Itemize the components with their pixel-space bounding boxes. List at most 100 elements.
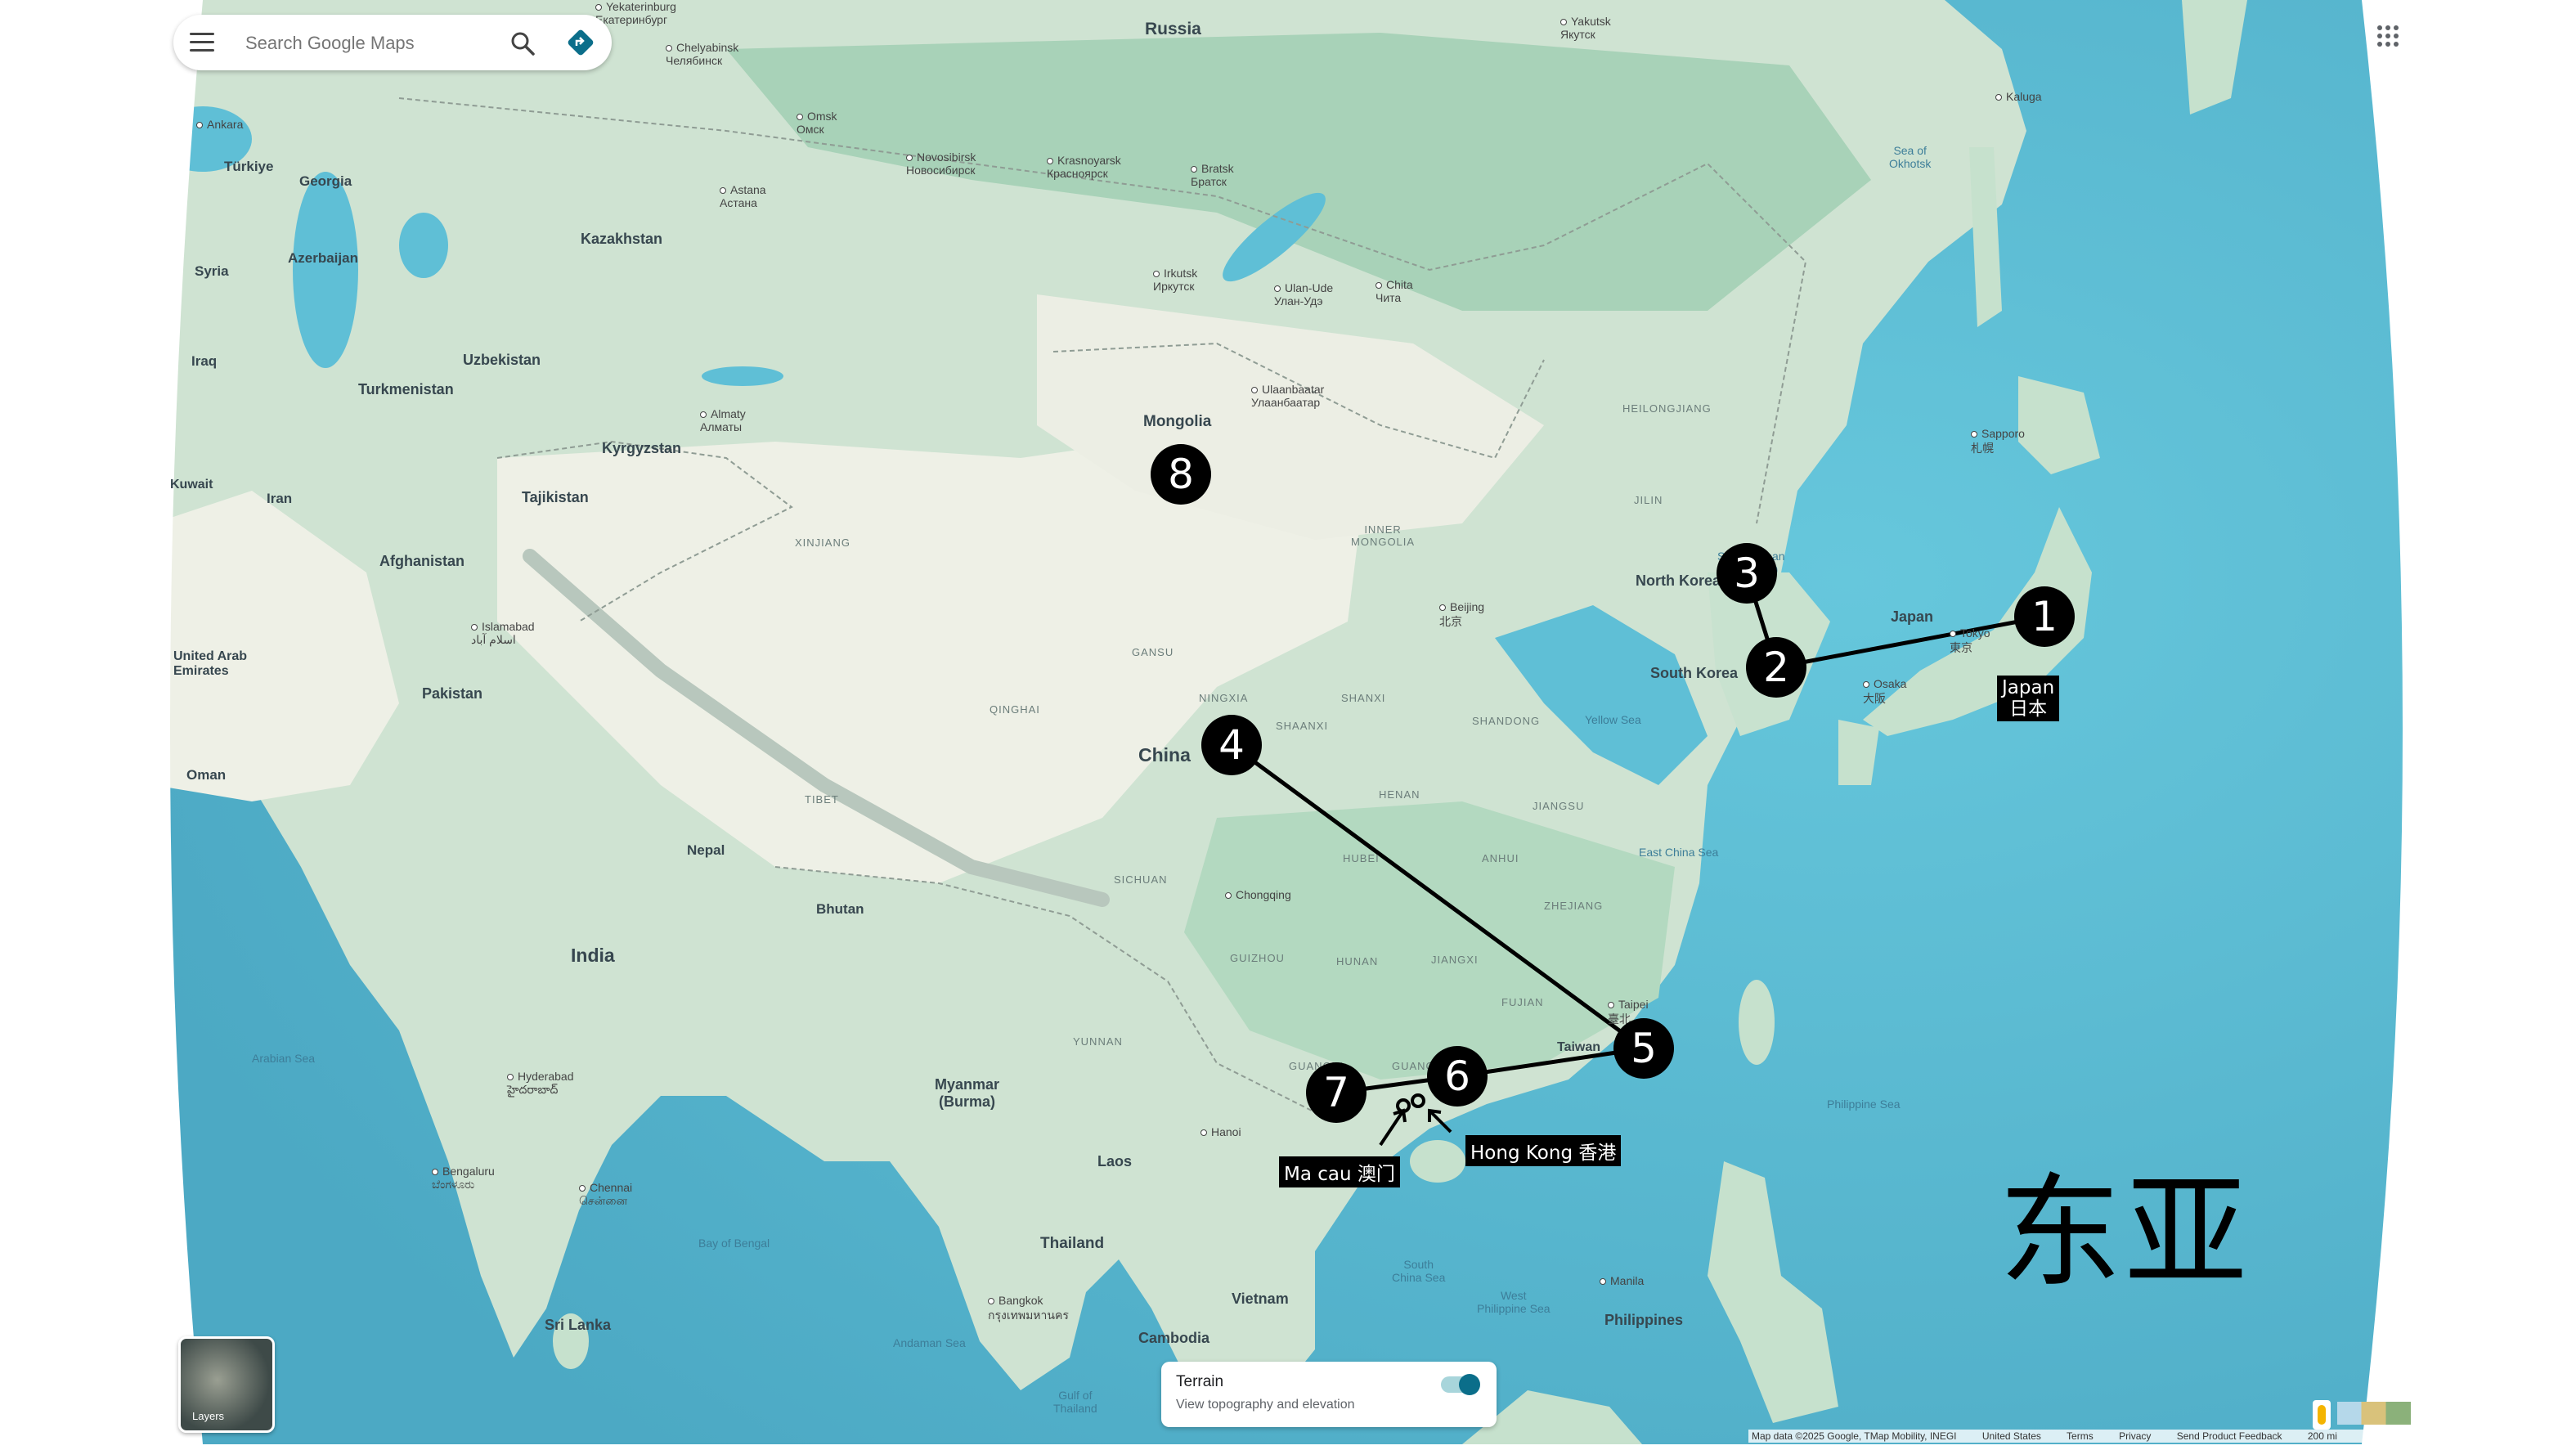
label-china: China	[1138, 744, 1191, 765]
city-hanoi: Hanoi	[1200, 1125, 1241, 1138]
apps-grid-icon[interactable]	[2376, 25, 2399, 47]
marker-2[interactable]: 2	[1746, 637, 1806, 698]
city-irkutsk: Irkutsk Иркутск	[1153, 267, 1198, 293]
label-philippines: Philippines	[1604, 1312, 1684, 1328]
label-philippine-sea: Philippine Sea	[1827, 1098, 1901, 1111]
label-east-china-sea: East China Sea	[1639, 846, 1719, 859]
footer-privacy[interactable]: Privacy	[2119, 1430, 2152, 1442]
map-type-thumbnails[interactable]	[2337, 1402, 2411, 1425]
label-south-korea: South Korea	[1650, 665, 1739, 681]
city-hyderabad: Hyderabad హైదరాబాద్	[507, 1070, 574, 1099]
directions-icon[interactable]	[566, 28, 595, 57]
layers-button[interactable]: Layers	[178, 1336, 275, 1433]
marker-6[interactable]: 6	[1427, 1046, 1488, 1107]
label-laos: Laos	[1097, 1153, 1133, 1169]
marker-7[interactable]: 7	[1306, 1062, 1367, 1123]
city-ulan-ude: Ulan-Ude Улан-Удэ	[1274, 281, 1334, 308]
globe-edge-left	[154, 0, 203, 1444]
pegman-icon[interactable]	[2313, 1400, 2331, 1430]
macau-point	[1396, 1098, 1411, 1113]
label-shandong: SHANDONG	[1472, 715, 1541, 727]
city-almaty: Almaty Алматы	[700, 407, 746, 433]
japan-kyushu	[1838, 720, 1879, 785]
city-yakutsk: Yakutsk Якутск	[1560, 15, 1611, 41]
label-sea-of-okhotsk: Sea of Okhotsk	[1889, 144, 1932, 170]
label-myanmar: Myanmar (Burma)	[935, 1076, 1000, 1110]
city-bangkok: Bangkok กรุงเทพมหานคร	[988, 1294, 1069, 1325]
city-chelyabinsk: Chelyabinsk Челябинск	[666, 41, 739, 67]
label-anhui: ANHUI	[1482, 852, 1519, 864]
footer-feedback[interactable]: Send Product Feedback	[2176, 1430, 2282, 1442]
city-sapporo: Sapporo 札幌	[1971, 427, 2025, 455]
label-vietnam: Vietnam	[1232, 1291, 1289, 1307]
label-mongolia: Mongolia	[1143, 413, 1212, 430]
map-canvas[interactable]: Russia Mongolia China Japan North Korea …	[154, 0, 2411, 1444]
hongkong-arrow	[1428, 1108, 1452, 1134]
city-kaluga: Kaluga	[1995, 90, 2042, 103]
tag-hong-kong: Hong Kong 香港	[1465, 1135, 1622, 1166]
label-jiangsu: JIANGSU	[1533, 800, 1585, 812]
label-hubei: HUBEI	[1343, 852, 1380, 864]
label-sichuan: SICHUAN	[1114, 873, 1168, 886]
city-tokyo: Tokyo 東京	[1950, 626, 1990, 654]
japan-hokkaido	[2018, 376, 2100, 474]
city-chennai: Chennai சென்னை	[579, 1181, 632, 1210]
label-azerbaijan: Azerbaijan	[288, 250, 358, 266]
marker-8[interactable]: 8	[1151, 444, 1211, 505]
label-hunan: HUNAN	[1336, 955, 1379, 967]
marker-5[interactable]: 5	[1613, 1018, 1674, 1079]
kamchatka	[2182, 0, 2247, 114]
city-manila: Manila	[1600, 1274, 1644, 1287]
label-bay-of-bengal: Bay of Bengal	[698, 1237, 770, 1250]
terrain-toggle[interactable]	[1441, 1374, 1480, 1395]
label-sri-lanka: Sri Lanka	[545, 1317, 612, 1333]
city-yekaterinburg: Yekaterinburg Екатеринбург	[595, 0, 676, 26]
city-astana: Astana Астана	[720, 183, 766, 209]
marker-3[interactable]: 3	[1717, 543, 1777, 604]
label-heilongjiang: HEILONGJIANG	[1622, 402, 1712, 415]
marker-1[interactable]: 1	[2014, 586, 2075, 647]
hainan-island	[1410, 1140, 1465, 1183]
footer-scale: 200 mi	[2307, 1430, 2337, 1442]
label-yunnan: YUNNAN	[1073, 1035, 1123, 1048]
city-krasnoyarsk: Krasnoyarsk Красноярск	[1047, 154, 1121, 180]
caspian-sea	[293, 172, 358, 368]
label-georgia: Georgia	[299, 173, 352, 189]
label-qinghai: QINGHAI	[990, 703, 1040, 716]
search-input[interactable]	[244, 26, 492, 61]
label-syria: Syria	[195, 263, 229, 279]
label-jilin: JILIN	[1634, 494, 1663, 506]
search-icon[interactable]	[509, 29, 536, 57]
tag-macau: Ma cau 澳门	[1279, 1156, 1400, 1187]
plateau-area	[497, 425, 1364, 883]
route-5-6	[1456, 1046, 1645, 1079]
city-islamabad: Islamabad اسلام آباد	[471, 620, 535, 646]
label-ningxia: NINGXIA	[1199, 692, 1249, 704]
route-1-2	[1775, 614, 2045, 670]
label-arabian-sea: Arabian Sea	[252, 1052, 316, 1065]
footer-terms[interactable]: Terms	[2067, 1430, 2094, 1442]
terrain-subtitle: View topography and elevation	[1176, 1398, 1355, 1412]
label-henan: HENAN	[1379, 788, 1420, 801]
marker-4[interactable]: 4	[1201, 715, 1262, 775]
label-india: India	[571, 945, 615, 966]
label-turkmenistan: Turkmenistan	[358, 381, 454, 397]
arabia-area	[154, 491, 399, 801]
south-forest	[1184, 801, 1675, 1080]
label-tibet: TIBET	[805, 793, 839, 806]
map-footer: Map data ©2025 Google, TMap Mobility, IN…	[1748, 1430, 2363, 1443]
label-yellow-sea: Yellow Sea	[1585, 713, 1641, 726]
label-iraq: Iraq	[191, 353, 218, 369]
city-chongqing: Chongqing	[1225, 888, 1291, 901]
attribution: Map data ©2025 Google, TMap Mobility, IN…	[1752, 1430, 1957, 1442]
sakhalin	[1969, 147, 2002, 327]
menu-icon[interactable]	[190, 33, 214, 52]
city-ulaanbaatar: Ulaanbaatar Улаанбаатар	[1251, 383, 1325, 409]
label-russia: Russia	[1145, 20, 1201, 38]
aral-lake	[399, 213, 448, 278]
label-south-china-sea: South China Sea	[1392, 1258, 1446, 1284]
city-osaka: Osaka 大阪	[1863, 677, 1907, 705]
label-andaman-sea: Andaman Sea	[893, 1336, 966, 1349]
layers-label: Layers	[192, 1410, 225, 1422]
footer-country[interactable]: United States	[1981, 1430, 2041, 1442]
